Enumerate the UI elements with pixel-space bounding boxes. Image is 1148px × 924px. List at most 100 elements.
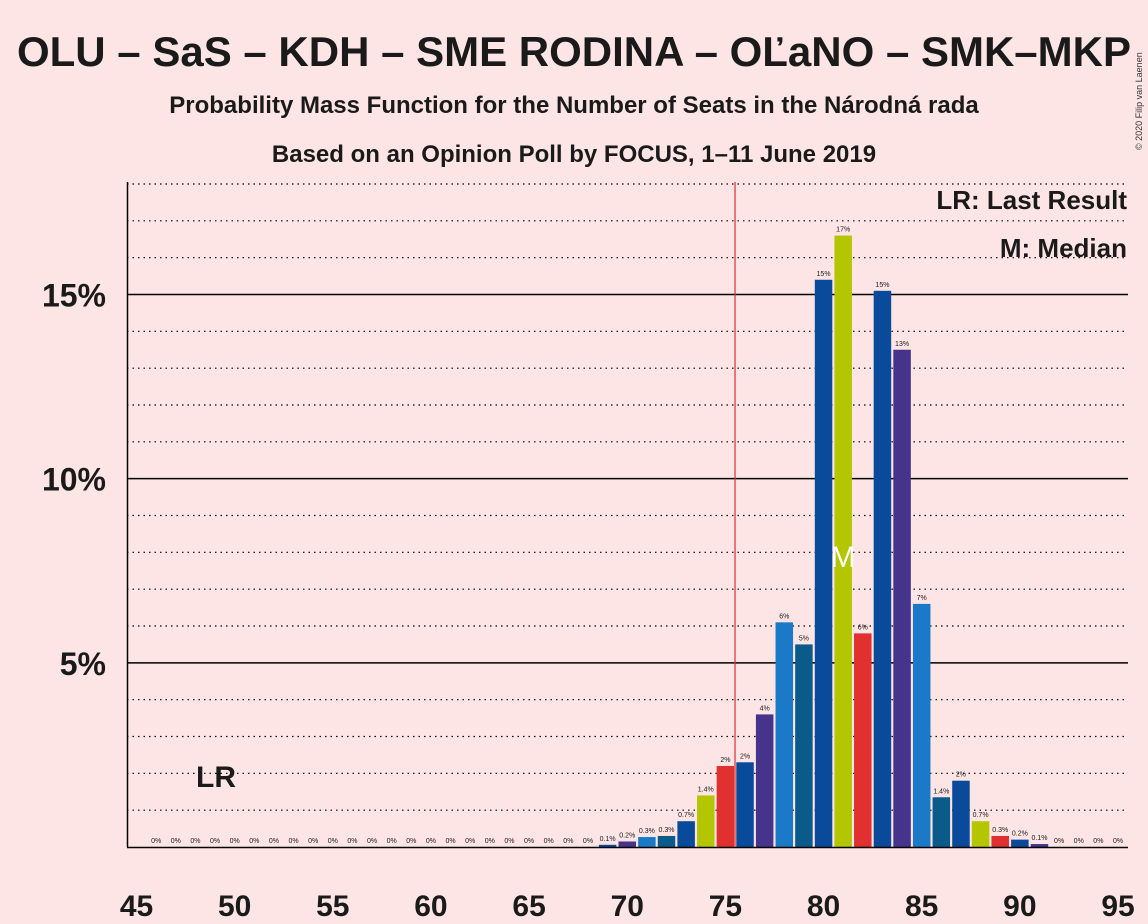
bars-layer xyxy=(598,235,1049,848)
bar-seat-75 xyxy=(716,765,735,847)
y-tick-5: 5% xyxy=(60,646,106,682)
y-tick-labels: 5% 10% 15% xyxy=(42,278,106,682)
value-label-seat-59: 0% xyxy=(406,838,416,845)
bar-seat-73 xyxy=(677,821,695,847)
y-tick-15: 15% xyxy=(42,278,106,314)
value-label-seat-48: 0% xyxy=(190,838,200,845)
bar-seat-70 xyxy=(618,841,636,847)
bar-seat-87 xyxy=(952,780,970,847)
value-label-seat-82: 6% xyxy=(858,624,868,631)
value-label-seat-77: 4% xyxy=(760,705,770,712)
value-label-seat-62: 0% xyxy=(465,838,475,845)
value-label-seat-81: 17% xyxy=(836,227,850,234)
value-label-seat-78: 6% xyxy=(779,613,789,620)
value-label-seat-80: 15% xyxy=(817,271,831,278)
value-label-seat-74: 1.4% xyxy=(698,786,714,793)
value-label-seat-60: 0% xyxy=(426,838,436,845)
value-label-seat-72: 0.3% xyxy=(659,827,675,834)
bar-seat-69 xyxy=(598,844,617,847)
value-label-seat-57: 0% xyxy=(367,838,377,845)
value-label-seat-67: 0% xyxy=(563,838,573,845)
x-tick-60: 60 xyxy=(414,890,447,923)
value-label-seat-95: 0% xyxy=(1113,838,1123,845)
last-result-label: LR xyxy=(196,761,236,794)
median-marker: M xyxy=(831,541,856,574)
value-label-seat-52: 0% xyxy=(269,838,279,845)
x-tick-70: 70 xyxy=(611,890,644,923)
bar-seat-71 xyxy=(638,837,656,847)
value-label-seat-70: 0.2% xyxy=(619,832,635,839)
value-label-seat-47: 0% xyxy=(171,838,181,845)
value-label-seat-93: 0% xyxy=(1074,838,1084,845)
value-label-seat-46: 0% xyxy=(151,838,161,845)
bar-seat-84 xyxy=(893,349,911,847)
value-label-seat-88: 0.7% xyxy=(973,812,989,819)
chart-subtitle-poll: Based on an Opinion Poll by FOCUS, 1–11 … xyxy=(272,141,876,168)
value-label-seat-92: 0% xyxy=(1054,838,1064,845)
bar-seat-89 xyxy=(991,835,1009,847)
value-label-seat-55: 0% xyxy=(328,838,338,845)
value-label-seat-61: 0% xyxy=(446,838,456,845)
bar-seat-74 xyxy=(697,795,715,847)
value-label-seat-94: 0% xyxy=(1093,838,1103,845)
x-tick-80: 80 xyxy=(807,890,840,923)
value-labels-layer: 0% 0% 0% 0% 0% 0% 0% 0% 0% 0% 0% 0% 0% 0% 0% 0% 0% 0% 0% 0%… xyxy=(151,227,1123,845)
value-label-seat-85: 7% xyxy=(917,595,927,602)
value-label-seat-58: 0% xyxy=(387,838,397,845)
value-label-seat-83: 15% xyxy=(875,282,889,289)
value-label-seat-51: 0% xyxy=(249,838,259,845)
value-label-seat-56: 0% xyxy=(347,838,357,845)
bar-seat-83 xyxy=(873,290,892,848)
x-tick-50: 50 xyxy=(218,890,251,923)
x-tick-65: 65 xyxy=(512,890,545,923)
value-label-seat-49: 0% xyxy=(210,838,220,845)
bar-seat-79 xyxy=(795,644,813,847)
bar-seat-76 xyxy=(736,762,754,847)
x-tick-labels: 45 50 55 60 65 70 75 80 85 90 95 xyxy=(120,890,1135,923)
bar-seat-90 xyxy=(1011,839,1029,847)
x-tick-95: 95 xyxy=(1101,890,1134,923)
legend-last-result: LR: Last Result xyxy=(936,185,1127,215)
bar-seat-91 xyxy=(1030,844,1049,847)
legend-median: M: Median xyxy=(1000,233,1127,263)
value-label-seat-64: 0% xyxy=(504,838,514,845)
bar-seat-78 xyxy=(775,622,794,847)
bar-seat-86 xyxy=(932,797,951,847)
value-label-seat-91: 0.1% xyxy=(1031,835,1047,842)
value-label-seat-54: 0% xyxy=(308,838,318,845)
value-label-seat-63: 0% xyxy=(485,838,495,845)
value-label-seat-90: 0.2% xyxy=(1012,831,1028,838)
value-label-seat-53: 0% xyxy=(288,838,298,845)
bar-seat-85 xyxy=(912,603,931,847)
value-label-seat-65: 0% xyxy=(524,838,534,845)
bar-seat-81 xyxy=(834,235,852,848)
bar-seat-88 xyxy=(971,821,990,847)
value-label-seat-66: 0% xyxy=(544,838,554,845)
bar-seat-82 xyxy=(854,633,872,847)
x-tick-45: 45 xyxy=(120,890,153,923)
value-label-seat-73: 0.7% xyxy=(678,812,694,819)
value-label-seat-76: 2% xyxy=(740,753,750,760)
value-label-seat-84: 13% xyxy=(895,341,909,348)
y-tick-10: 10% xyxy=(42,462,106,498)
copyright-text: © 2020 Filip van Laenen xyxy=(1134,52,1144,150)
bar-seat-80 xyxy=(814,279,833,847)
value-label-seat-89: 0.3% xyxy=(992,827,1008,834)
value-label-seat-71: 0.3% xyxy=(639,828,655,835)
value-label-seat-79: 5% xyxy=(799,635,809,642)
x-tick-90: 90 xyxy=(1003,890,1036,923)
value-label-seat-87: 2% xyxy=(956,772,966,779)
value-label-seat-69: 0.1% xyxy=(600,836,616,843)
value-label-seat-68: 0% xyxy=(583,838,593,845)
chart-title: OLU – SaS – KDH – SME RODINA – OĽaNO – S… xyxy=(17,28,1131,75)
bar-seat-72 xyxy=(657,835,676,847)
bar-seat-77 xyxy=(755,714,774,847)
x-tick-75: 75 xyxy=(709,890,742,923)
grid-layer xyxy=(127,183,1128,811)
x-tick-85: 85 xyxy=(905,890,938,923)
chart-subtitle: Probability Mass Function for the Number… xyxy=(169,92,979,119)
value-label-seat-86: 1.4% xyxy=(933,788,949,795)
value-label-seat-50: 0% xyxy=(230,838,240,845)
value-label-seat-75: 2% xyxy=(720,757,730,764)
